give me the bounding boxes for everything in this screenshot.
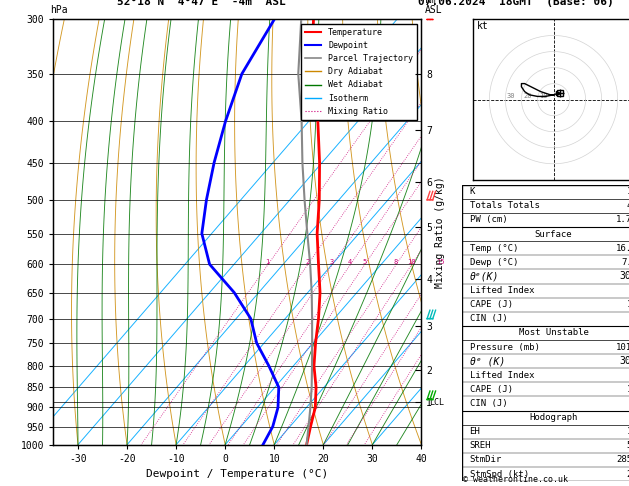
Text: StmSpd (kt): StmSpd (kt) xyxy=(470,469,529,479)
Legend: Temperature, Dewpoint, Parcel Trajectory, Dry Adiabat, Wet Adiabat, Isotherm, Mi: Temperature, Dewpoint, Parcel Trajectory… xyxy=(301,24,417,120)
Text: 1.77: 1.77 xyxy=(616,215,629,225)
Text: K: K xyxy=(470,187,475,196)
Text: 30: 30 xyxy=(507,93,516,99)
Text: 7.7: 7.7 xyxy=(621,258,629,267)
Text: PW (cm): PW (cm) xyxy=(470,215,507,225)
Text: 54: 54 xyxy=(626,441,629,451)
Text: LCL: LCL xyxy=(429,398,444,407)
Text: 5: 5 xyxy=(362,259,367,265)
Text: Totals Totals: Totals Totals xyxy=(470,201,540,210)
Text: 07.06.2024  18GMT  (Base: 06): 07.06.2024 18GMT (Base: 06) xyxy=(418,0,614,7)
Text: 8: 8 xyxy=(394,259,398,265)
Text: hPa: hPa xyxy=(50,4,68,15)
Text: θᵉ(K): θᵉ(K) xyxy=(470,272,499,281)
Text: 52°18'N  4°47'E  -4m  ASL: 52°18'N 4°47'E -4m ASL xyxy=(117,0,286,7)
Text: 16.6: 16.6 xyxy=(616,243,629,253)
Text: 15: 15 xyxy=(436,259,445,265)
Text: SREH: SREH xyxy=(470,441,491,451)
Text: Lifted Index: Lifted Index xyxy=(470,286,534,295)
Text: 2: 2 xyxy=(305,259,309,265)
Text: CAPE (J): CAPE (J) xyxy=(470,385,513,394)
Text: 1017: 1017 xyxy=(616,343,629,351)
Text: 15: 15 xyxy=(626,187,629,196)
Text: Hodograph: Hodograph xyxy=(530,413,577,422)
Text: 10: 10 xyxy=(539,93,548,99)
Text: 11: 11 xyxy=(626,427,629,436)
Text: 285°: 285° xyxy=(616,455,629,465)
Text: CIN (J): CIN (J) xyxy=(470,314,507,323)
Text: EH: EH xyxy=(470,427,481,436)
Text: StmDir: StmDir xyxy=(470,455,502,465)
Text: © weatheronline.co.uk: © weatheronline.co.uk xyxy=(464,474,568,484)
Text: Temp (°C): Temp (°C) xyxy=(470,243,518,253)
Text: 41: 41 xyxy=(626,201,629,210)
Text: 4: 4 xyxy=(348,259,352,265)
Text: Dewp (°C): Dewp (°C) xyxy=(470,258,518,267)
Text: 15: 15 xyxy=(626,385,629,394)
Text: 29: 29 xyxy=(626,469,629,479)
Text: 306: 306 xyxy=(620,272,629,281)
Text: CAPE (J): CAPE (J) xyxy=(470,300,513,309)
Text: Surface: Surface xyxy=(535,229,572,239)
Text: Lifted Index: Lifted Index xyxy=(470,371,534,380)
Text: CIN (J): CIN (J) xyxy=(470,399,507,408)
Y-axis label: Mixing Ratio (g/kg): Mixing Ratio (g/kg) xyxy=(435,176,445,288)
Text: 20: 20 xyxy=(523,93,532,99)
Text: 3: 3 xyxy=(330,259,334,265)
Text: θᵉ (K): θᵉ (K) xyxy=(470,356,505,366)
Text: Pressure (mb): Pressure (mb) xyxy=(470,343,540,351)
Text: 306: 306 xyxy=(620,356,629,366)
Text: 10: 10 xyxy=(407,259,416,265)
Text: km
ASL: km ASL xyxy=(425,0,442,15)
X-axis label: Dewpoint / Temperature (°C): Dewpoint / Temperature (°C) xyxy=(147,469,328,479)
Text: kt: kt xyxy=(477,21,488,31)
Text: 15: 15 xyxy=(626,300,629,309)
Text: Most Unstable: Most Unstable xyxy=(518,329,589,337)
Text: 1: 1 xyxy=(265,259,270,265)
